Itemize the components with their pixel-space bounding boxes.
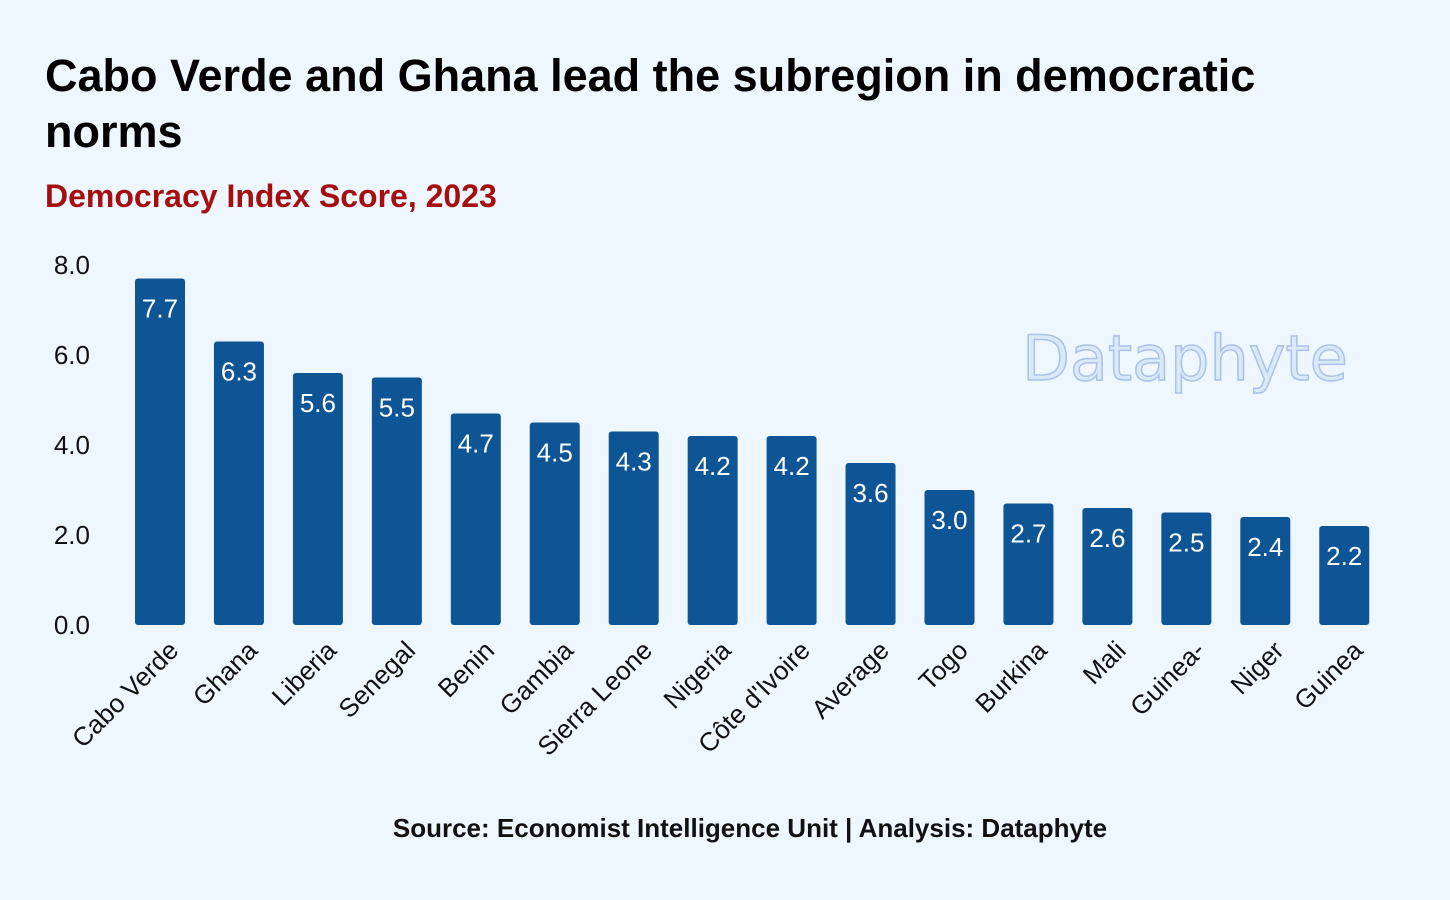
x-tick-label: Benin [432,635,500,703]
bar [450,413,501,625]
chart-title: Cabo Verde and Ghana lead the subregion … [45,50,1256,157]
data-label: 4.3 [616,447,652,477]
x-tick-label: Burkina [969,635,1053,719]
bar [608,431,659,625]
data-label: 4.5 [537,438,573,468]
x-tick-label: Niger [1224,635,1289,700]
x-tick-label: Senegal [332,635,421,724]
bar [924,490,975,625]
x-tick-label: Ghana [187,635,264,712]
data-label: 4.2 [774,451,810,481]
data-label: 5.6 [300,388,336,418]
bar [1161,512,1212,625]
x-tick-label: Average [805,635,894,724]
data-label: 2.6 [1089,523,1125,553]
x-tick-label: Togo [913,635,974,696]
bar [1240,517,1291,625]
y-tick-label: 6.0 [54,340,90,370]
y-tick-label: 2.0 [54,520,90,550]
data-label: 4.7 [458,429,494,459]
y-tick-label: 4.0 [54,430,90,460]
y-tick-label: 0.0 [54,610,90,640]
data-label: 3.0 [931,505,967,535]
chart-subtitle: Democracy Index Score, 2023 [45,178,497,214]
data-label: 2.5 [1168,528,1204,558]
data-label: 3.6 [852,478,888,508]
y-axis: 0.0 2.0 4.0 6.0 8.0 [54,250,90,640]
data-label: 5.5 [379,393,415,423]
data-label: 2.7 [1010,519,1046,549]
data-label: 4.2 [695,451,731,481]
bar [529,422,580,625]
bars: 7.7 6.3 5.6 5.5 4.7 4.5 4.3 4.2 4.2 3.6 3.0 2.7 2.6 2… [135,278,1370,625]
source-note: Source: Economist Intelligence Unit | An… [392,813,1108,843]
bar [687,436,738,625]
data-label: 7.7 [142,294,178,324]
data-label: 6.3 [221,357,257,387]
bar [766,436,817,625]
dataphyte-watermark: Dataphyte [1022,322,1348,395]
bar [1003,503,1054,625]
bar [371,377,422,625]
bar [213,341,264,625]
bar [845,463,896,625]
data-label: 2.2 [1326,541,1362,571]
bar [135,278,185,625]
bar [292,373,343,625]
x-tick-label: Liberia [266,635,343,712]
x-tick-label: Cabo Verde [66,635,184,753]
y-tick-label: 8.0 [54,250,90,280]
bar [1319,526,1370,625]
x-tick-label: Mali [1077,635,1132,690]
x-tick-label: Nigeria [657,635,737,715]
data-label: 2.4 [1247,532,1283,562]
bar [1082,508,1133,625]
x-tick-label: Guinea- [1124,635,1211,722]
x-tick-label: Guinea [1288,635,1369,716]
